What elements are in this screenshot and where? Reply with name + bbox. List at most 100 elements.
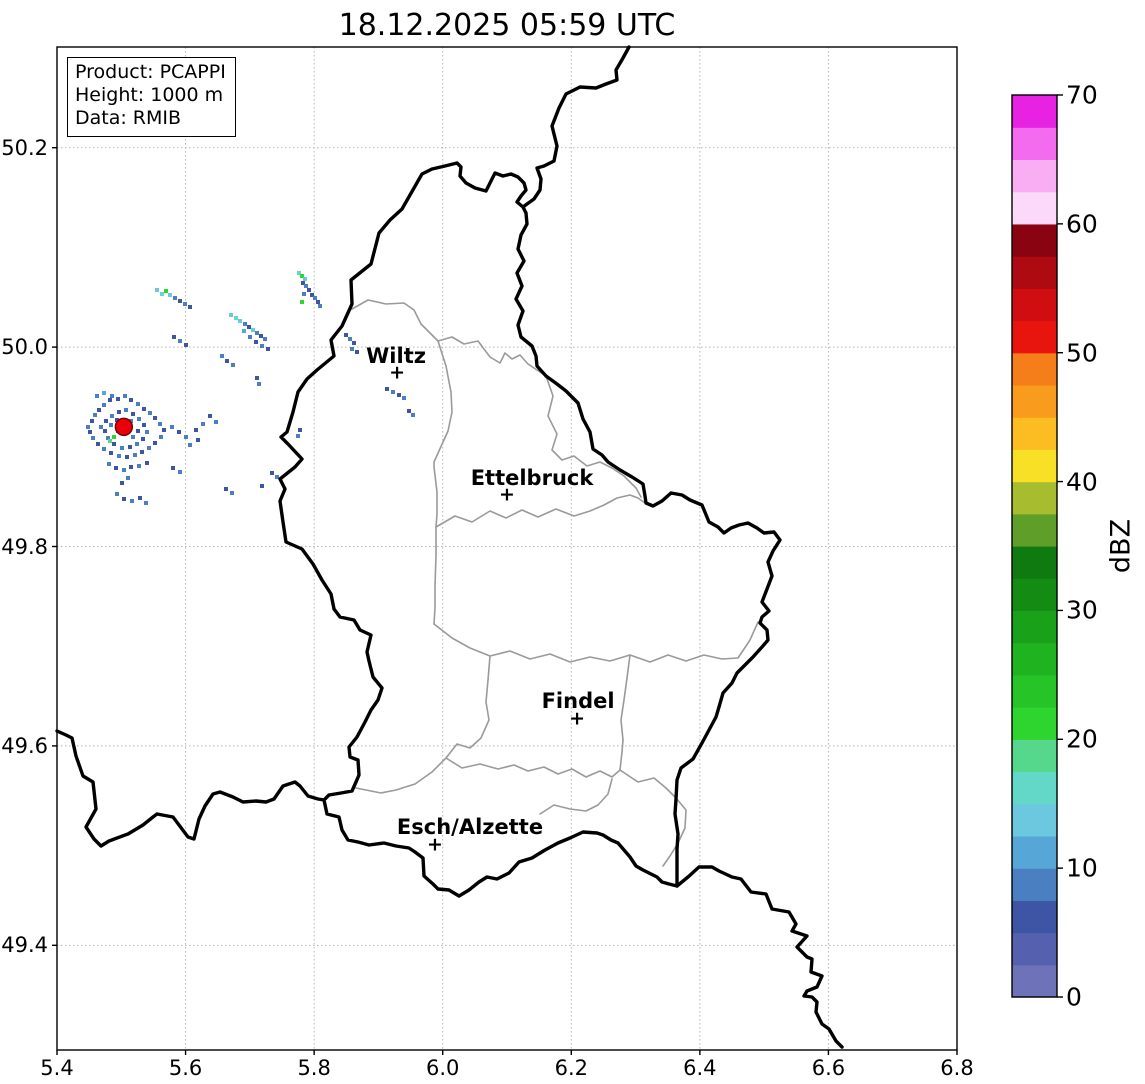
radar-echo: [135, 442, 139, 446]
city-marker: +: [389, 361, 406, 384]
axes-frame: [56, 46, 958, 1051]
city-marker: +: [569, 707, 586, 730]
radar-echo: [344, 333, 348, 337]
radar-echo: [188, 305, 192, 309]
colorbar-segment: [1012, 417, 1057, 450]
radar-echo: [296, 434, 300, 438]
radar-echo: [173, 296, 177, 300]
radar-echo: [310, 293, 314, 297]
radar-echo: [307, 288, 311, 292]
radar-echo: [104, 419, 108, 423]
radar-echo: [120, 481, 124, 485]
radar-echo: [184, 435, 188, 439]
radar-echo: [229, 313, 233, 317]
colorbar-segment: [1012, 642, 1057, 676]
radar-echo: [112, 442, 116, 446]
colorbar-segment: [1012, 223, 1057, 257]
radar-echo: [177, 430, 181, 434]
radar-echo: [106, 436, 110, 440]
radar-echo: [184, 343, 188, 347]
radar-echo: [302, 292, 306, 296]
radar-echo: [141, 437, 145, 441]
radar-echo: [109, 423, 113, 427]
radar-echo: [126, 476, 130, 480]
x-tick-label: 5.8: [297, 1056, 331, 1080]
city-marker: +: [427, 833, 443, 856]
radar-echo: [153, 441, 157, 445]
city-label-esch-alzette: Esch/Alzette: [396, 814, 544, 839]
colorbar-segment: [1012, 288, 1057, 322]
radar-echo: [103, 429, 107, 433]
colorbar-segment: [1012, 610, 1057, 644]
radar-echo: [107, 462, 111, 466]
radar-echo: [129, 465, 133, 469]
radar-echo: [137, 464, 141, 468]
radar-echo: [224, 487, 228, 491]
colorbar-segment: [1012, 384, 1057, 418]
belgium-germany-border: [521, 45, 631, 209]
radar-echo: [225, 359, 229, 363]
radar-echo: [208, 414, 212, 418]
radar-echo: [147, 446, 151, 450]
radar-echo: [114, 466, 118, 470]
colorbar-tick-label: 0: [1066, 982, 1082, 1012]
colorbar-unit-label: dBZ: [1105, 518, 1137, 574]
colorbar-tick-label: 60: [1066, 209, 1098, 239]
radar-echo: [115, 492, 119, 496]
radar-echo: [263, 337, 267, 341]
x-tick-label: 6.8: [940, 1056, 974, 1080]
canton-border: [445, 655, 624, 778]
colorbar-segment: [1012, 191, 1057, 225]
radar-echo: [298, 428, 302, 432]
radar-echo: [136, 429, 140, 433]
radar-echo: [275, 475, 279, 479]
radar-echo: [402, 396, 406, 400]
france-germany-border: [675, 865, 844, 1049]
radar-echo: [109, 451, 113, 455]
radar-echo: [117, 410, 121, 414]
colorbar-segment: [1012, 352, 1057, 386]
x-tick-label: 6.6: [811, 1056, 846, 1080]
radar-echo: [260, 344, 264, 348]
colorbar-segment: [1012, 674, 1057, 708]
radar-echo: [178, 339, 182, 343]
city-label-wiltz: Wiltz: [366, 344, 426, 369]
radar-echo: [243, 322, 247, 326]
radar-echo: [178, 470, 182, 474]
colorbar-tick-label: 50: [1066, 338, 1098, 368]
radar-echo: [270, 471, 274, 475]
x-tick-label: 5.6: [168, 1056, 203, 1080]
y-tick-label: 49.8: [1, 534, 48, 559]
radar-echo: [88, 430, 92, 434]
radar-echo: [234, 316, 238, 320]
colorbar-segment: [1012, 127, 1057, 161]
canton-border: [433, 340, 453, 625]
radar-echo: [122, 497, 126, 501]
radar-echo: [348, 337, 352, 341]
y-tick-label: 49.4: [1, 933, 48, 958]
colorbar-segment: [1012, 932, 1057, 966]
city-label-ettelbruck: Ettelbruck: [470, 465, 594, 490]
x-tick-label: 5.4: [40, 1056, 74, 1080]
radar-echo: [397, 393, 401, 397]
radar-echo: [131, 435, 135, 439]
radar-echo: [148, 411, 152, 415]
radar-echo: [122, 468, 126, 472]
colorbar-segment: [1012, 803, 1057, 837]
radar-echo: [129, 419, 133, 423]
radar-echo: [137, 417, 141, 421]
radar-echo: [352, 341, 356, 345]
radar-echo: [123, 394, 127, 398]
colorbar-segment: [1012, 771, 1057, 805]
radar-echo: [254, 340, 258, 344]
radar-echo: [97, 408, 101, 412]
radar-echo: [196, 438, 200, 442]
colorbar-segment: [1012, 739, 1057, 773]
radar-echo: [170, 425, 174, 429]
radar-echo: [86, 425, 90, 429]
radar-echo: [110, 414, 114, 418]
radar-echo: [297, 271, 301, 275]
radar-echo: [129, 398, 133, 402]
colorbar-segment: [1012, 546, 1057, 579]
